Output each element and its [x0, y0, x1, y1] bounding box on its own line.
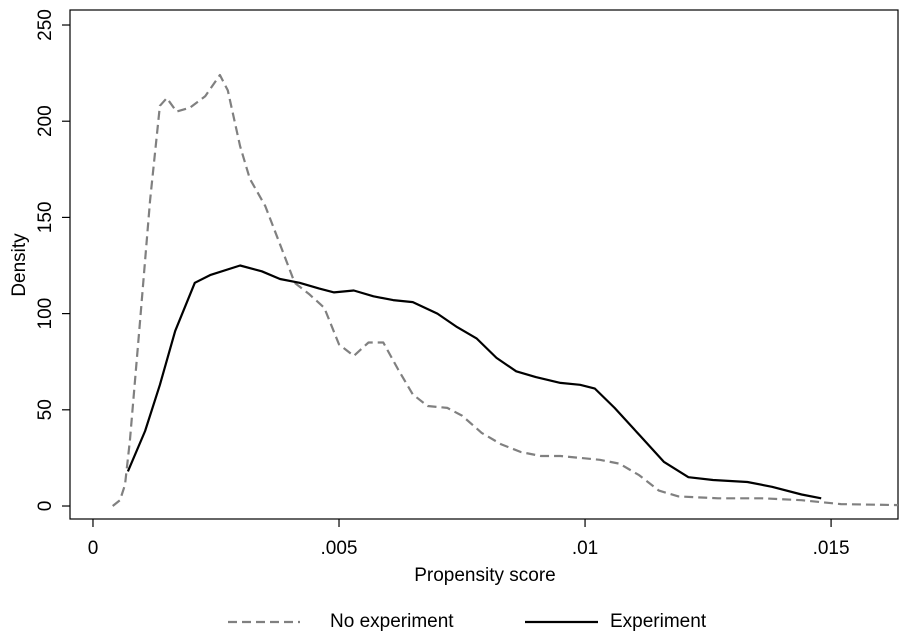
- y-tick-label: 0: [35, 501, 56, 512]
- x-tick-label: 0: [88, 538, 99, 559]
- line-series: [126, 264, 822, 500]
- x-tick-label: .01: [572, 538, 598, 559]
- y-tick-label: 150: [35, 202, 56, 234]
- legend-label: No experiment: [330, 611, 454, 632]
- y-tick-label: 250: [35, 9, 56, 41]
- plot-frame: [69, 9, 899, 520]
- x-tick-label: .005: [321, 538, 358, 559]
- legend-label: Experiment: [610, 611, 707, 632]
- y-tick-label: 100: [35, 298, 56, 330]
- x-axis-title: Propensity score: [414, 565, 556, 586]
- y-axis-title: Density: [9, 233, 30, 297]
- x-tick-label: .015: [813, 538, 850, 559]
- line-series: [112, 73, 899, 507]
- y-tick-label: 200: [35, 105, 56, 137]
- y-tick-label: 50: [35, 399, 56, 420]
